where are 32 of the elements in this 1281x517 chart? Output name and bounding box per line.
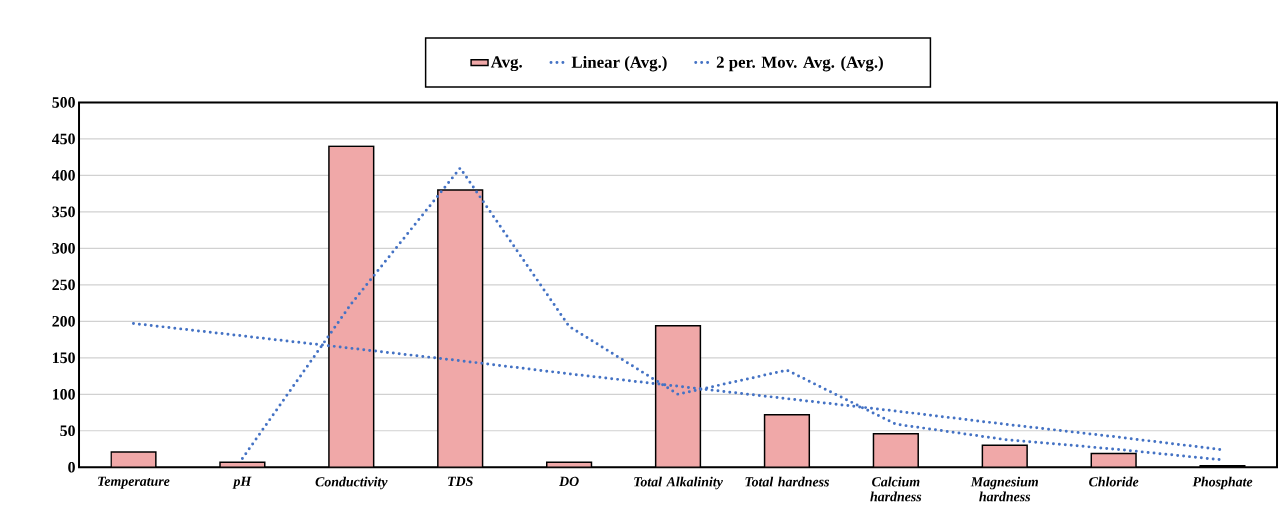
y-tick-label: 250 <box>52 279 75 291</box>
y-tick-label: 150 <box>53 352 75 364</box>
y-tick-label: 100 <box>53 388 75 400</box>
legend-label: 2 per. Mov. Avg. (Avg.) <box>716 56 883 72</box>
x-tick-label: Phosphate <box>1192 476 1253 490</box>
y-tick-label: 200 <box>52 315 75 327</box>
y-tick-label: 450 <box>51 133 75 145</box>
y-tick-label: 0 <box>68 461 75 473</box>
x-tick-label: Total hardness <box>745 476 830 487</box>
bar <box>328 145 375 468</box>
x-tick-label: Calcium hardness <box>870 476 922 502</box>
y-tick-label: 350 <box>52 206 75 218</box>
x-tick-label: Total Alkalinity <box>634 476 723 490</box>
bar <box>763 413 811 468</box>
x-tick-label: pH <box>232 476 252 489</box>
x-tick-label: Chloride <box>1089 476 1139 487</box>
x-tick-label: TDS <box>448 476 473 487</box>
x-tick-label: Temperature <box>98 476 170 489</box>
x-tick-label: Conductivity <box>315 476 388 490</box>
bar <box>981 444 1028 468</box>
x-tick-label: DO <box>558 476 579 487</box>
legend-label: Avg. <box>490 56 522 72</box>
bar <box>437 189 484 468</box>
x-tick-label: Magnesium hardness <box>970 476 1038 502</box>
y-tick-label: 500 <box>52 97 75 108</box>
bar <box>1091 453 1137 468</box>
legend-label: Linear (Avg.) <box>571 56 667 72</box>
bar <box>654 324 702 468</box>
y-tick-label: 400 <box>51 170 75 181</box>
bar <box>872 432 919 468</box>
y-tick-label: 300 <box>52 243 75 254</box>
y-tick-label: 50 <box>60 425 75 437</box>
